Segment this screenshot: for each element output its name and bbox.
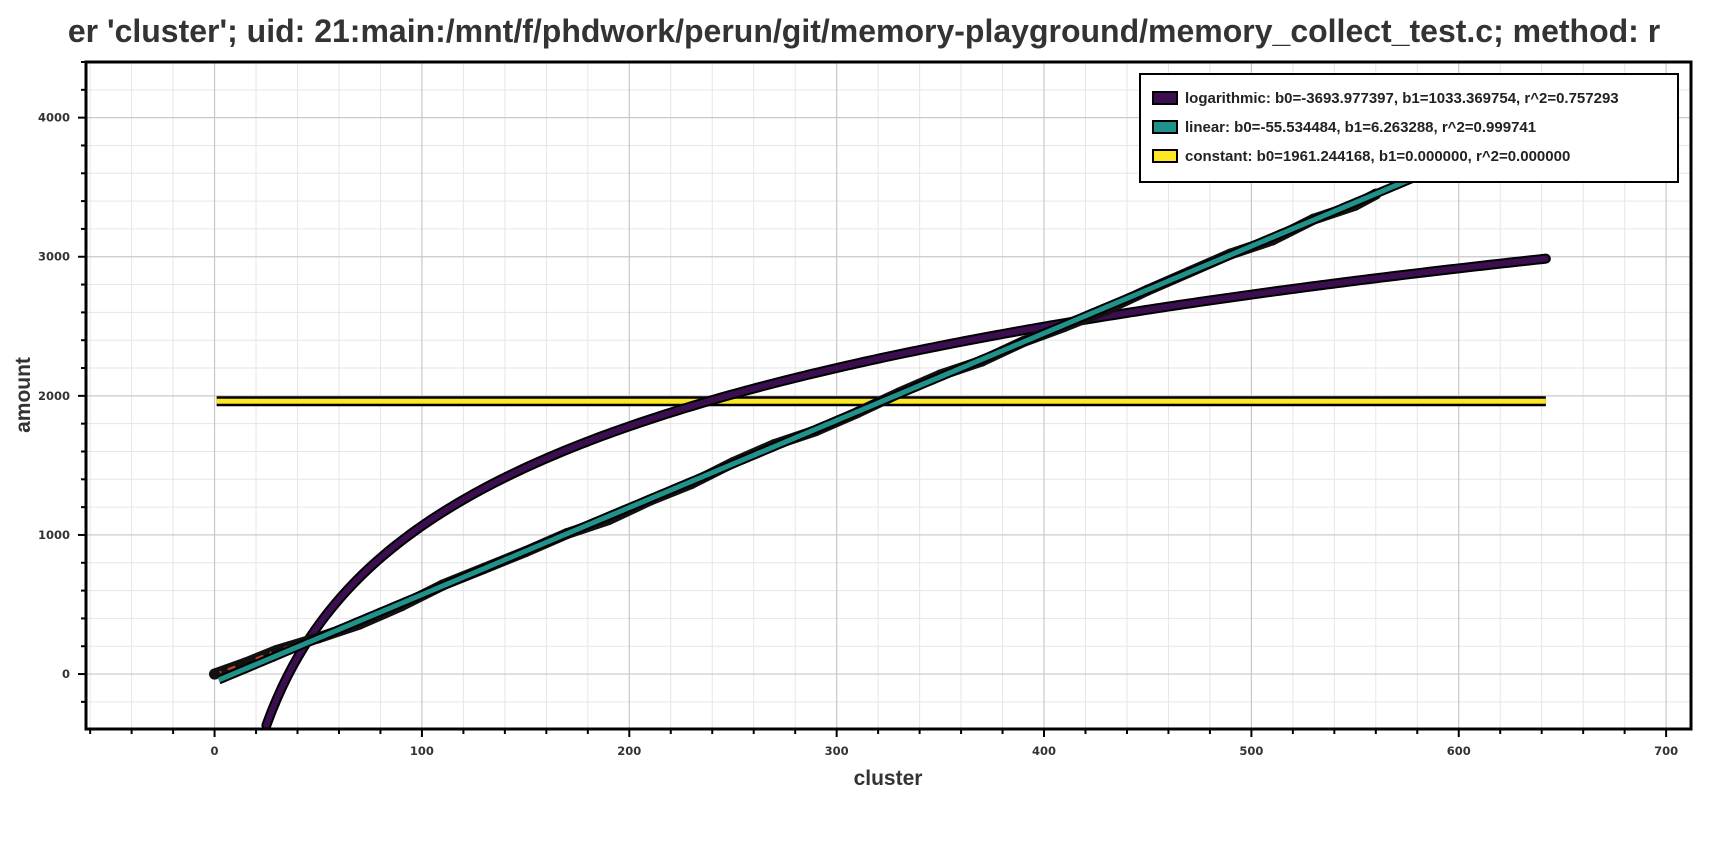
x-tick-label: 0 <box>211 744 219 758</box>
y-tick-label: 4000 <box>38 111 70 125</box>
x-axis-label: cluster <box>854 767 923 790</box>
logarithmic-series-outline <box>261 253 1551 729</box>
x-tick-label: 300 <box>825 744 849 758</box>
plot-data <box>209 118 1551 729</box>
x-tick-label: 200 <box>617 744 641 758</box>
chart-title: er 'cluster'; uid: 21:main:/mnt/f/phdwor… <box>68 13 1660 49</box>
title-group: er 'cluster'; uid: 21:main:/mnt/f/phdwor… <box>68 13 1660 49</box>
legend-entry: constant: b0=1961.244168, b1=0.000000, r… <box>1185 148 1570 165</box>
y-tick-label: 0 <box>62 667 70 681</box>
y-axis-label: amount <box>12 357 35 433</box>
logarithmic-series-line <box>263 255 1549 729</box>
axis-tick-labels: 0 100 200 300 400 500 600 700 0 1000 2000 3000 4000 <box>38 111 1678 758</box>
legend-entry: logarithmic: b0=-3693.977397, b1=1033.36… <box>1185 90 1619 107</box>
legend-entry: linear: b0=-55.534484, b1=6.263288, r^2=… <box>1185 119 1536 136</box>
x-tick-label: 700 <box>1654 744 1678 758</box>
x-tick-label: 100 <box>410 744 434 758</box>
legend-swatch <box>1152 120 1178 134</box>
y-tick-label: 1000 <box>38 528 70 542</box>
legend-box <box>1139 73 1679 183</box>
legend: logarithmic: b0=-3693.977397, b1=1033.36… <box>1139 73 1679 183</box>
x-tick-label: 400 <box>1032 744 1056 758</box>
linear-series-line <box>217 120 1547 683</box>
x-tick-label: 600 <box>1447 744 1471 758</box>
x-tick-label: 500 <box>1239 744 1263 758</box>
legend-swatch <box>1152 91 1178 105</box>
axis-ticks <box>78 61 1668 737</box>
y-tick-label: 2000 <box>38 389 70 403</box>
measured-data-point <box>209 668 221 680</box>
legend-swatch <box>1152 149 1178 163</box>
y-tick-label: 3000 <box>38 250 70 264</box>
